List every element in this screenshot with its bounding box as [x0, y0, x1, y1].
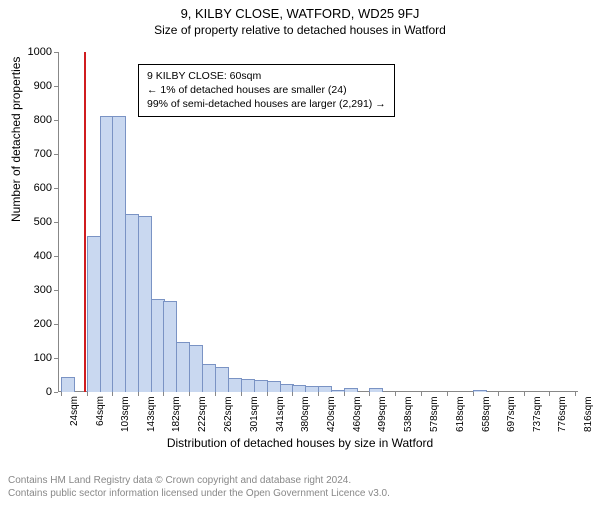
xtick-mark: [549, 392, 550, 396]
histogram-bar: [189, 345, 203, 392]
histogram-bar: [473, 390, 487, 392]
xtick-mark: [267, 392, 268, 396]
xtick-label: 182sqm: [171, 396, 182, 432]
xtick-label: 737sqm: [532, 396, 543, 432]
histogram-bar: [215, 367, 229, 392]
ytick-label: 900: [2, 80, 52, 92]
histogram-bar: [254, 380, 268, 392]
histogram-bar: [241, 379, 255, 392]
xtick-mark: [575, 392, 576, 396]
chart: Number of detached properties 9 KILBY CL…: [0, 46, 600, 446]
xtick-label: 538sqm: [403, 396, 414, 432]
ytick-mark: [54, 120, 58, 121]
ytick-label: 700: [2, 148, 52, 160]
xtick-label: 341sqm: [275, 396, 286, 432]
x-axis-label: Distribution of detached houses by size …: [0, 436, 600, 450]
xtick-mark: [447, 392, 448, 396]
ytick-label: 200: [2, 318, 52, 330]
xtick-mark: [292, 392, 293, 396]
histogram-bar: [369, 388, 383, 392]
histogram-bar: [87, 236, 101, 392]
xtick-label: 776sqm: [557, 396, 568, 432]
xtick-label: 460sqm: [352, 396, 363, 432]
xtick-mark: [112, 392, 113, 396]
legend-line-3: 99% of semi-detached houses are larger (…: [147, 97, 386, 111]
xtick-label: 618sqm: [455, 396, 466, 432]
xtick-label: 24sqm: [69, 396, 80, 426]
histogram-bar: [318, 386, 332, 392]
xtick-label: 301sqm: [249, 396, 260, 432]
ytick-mark: [54, 86, 58, 87]
footer-line-1: Contains HM Land Registry data © Crown c…: [8, 474, 390, 487]
ytick-label: 400: [2, 250, 52, 262]
ytick-mark: [54, 290, 58, 291]
ytick-label: 300: [2, 284, 52, 296]
xtick-mark: [395, 392, 396, 396]
xtick-mark: [524, 392, 525, 396]
footer-attribution: Contains HM Land Registry data © Crown c…: [8, 474, 390, 500]
ytick-label: 0: [2, 386, 52, 398]
histogram-bar: [163, 301, 177, 392]
xtick-mark: [421, 392, 422, 396]
ytick-label: 500: [2, 216, 52, 228]
xtick-mark: [344, 392, 345, 396]
xtick-mark: [163, 392, 164, 396]
ytick-label: 600: [2, 182, 52, 194]
histogram-bar: [202, 364, 216, 392]
xtick-label: 143sqm: [146, 396, 157, 432]
histogram-bar: [112, 116, 126, 392]
histogram-bar: [267, 381, 281, 392]
xtick-label: 697sqm: [506, 396, 517, 432]
xtick-mark: [369, 392, 370, 396]
xtick-label: 103sqm: [120, 396, 131, 432]
ytick-mark: [54, 324, 58, 325]
xtick-label: 380sqm: [300, 396, 311, 432]
plot-area: 9 KILBY CLOSE: 60sqm ← 1% of detached ho…: [58, 52, 578, 392]
ytick-mark: [54, 392, 58, 393]
ytick-mark: [54, 52, 58, 53]
histogram-bar: [125, 214, 139, 392]
xtick-mark: [241, 392, 242, 396]
title-sub: Size of property relative to detached ho…: [0, 23, 600, 37]
ytick-label: 100: [2, 352, 52, 364]
xtick-mark: [318, 392, 319, 396]
ytick-mark: [54, 358, 58, 359]
ytick-label: 800: [2, 114, 52, 126]
histogram-bar: [344, 388, 358, 392]
property-marker-line: [84, 52, 86, 392]
xtick-mark: [61, 392, 62, 396]
ytick-mark: [54, 222, 58, 223]
histogram-bar: [305, 386, 319, 392]
xtick-mark: [138, 392, 139, 396]
xtick-mark: [189, 392, 190, 396]
xtick-label: 420sqm: [326, 396, 337, 432]
legend-line-1: 9 KILBY CLOSE: 60sqm: [147, 69, 386, 83]
title-main: 9, KILBY CLOSE, WATFORD, WD25 9FJ: [0, 6, 600, 21]
xtick-label: 578sqm: [429, 396, 440, 432]
xtick-label: 816sqm: [583, 396, 594, 432]
ytick-label: 1000: [2, 46, 52, 58]
footer-line-2: Contains public sector information licen…: [8, 487, 390, 500]
histogram-bar: [61, 377, 75, 392]
legend-line-2: ← 1% of detached houses are smaller (24): [147, 83, 386, 97]
histogram-bar: [138, 216, 152, 392]
ytick-mark: [54, 188, 58, 189]
xtick-label: 64sqm: [95, 396, 106, 426]
histogram-bar: [331, 390, 345, 392]
xtick-mark: [215, 392, 216, 396]
histogram-bar: [176, 342, 190, 392]
xtick-label: 658sqm: [481, 396, 492, 432]
histogram-bar: [292, 385, 306, 392]
xtick-mark: [498, 392, 499, 396]
xtick-mark: [87, 392, 88, 396]
xtick-label: 222sqm: [197, 396, 208, 432]
xtick-label: 262sqm: [223, 396, 234, 432]
ytick-mark: [54, 256, 58, 257]
xtick-mark: [473, 392, 474, 396]
xtick-label: 499sqm: [377, 396, 388, 432]
ytick-mark: [54, 154, 58, 155]
legend-box: 9 KILBY CLOSE: 60sqm ← 1% of detached ho…: [138, 64, 395, 117]
